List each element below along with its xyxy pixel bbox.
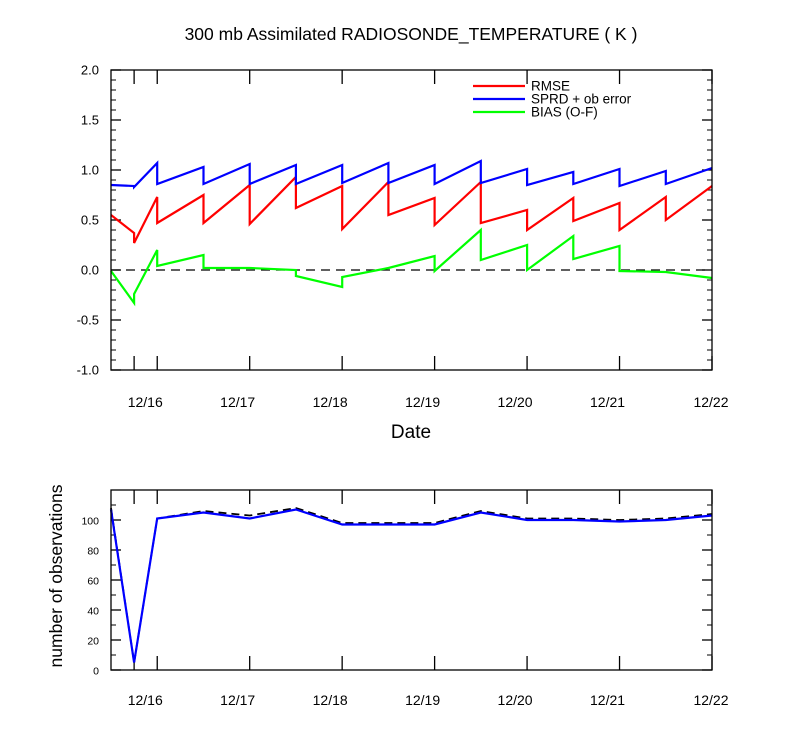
bias-rmse-spread-chart: 300 mb Assimilated RADIOSONDE_TEMPERATUR… [77,24,729,443]
legend-label: RMSE [531,79,570,94]
x-axis-label: Date [391,422,431,443]
bottom-y-tick-label: 40 [87,606,99,618]
top-x-tick-label: 12/16 [128,394,163,410]
bottom-y-tick-label: 80 [87,546,99,558]
chart-title: 300 mb Assimilated RADIOSONDE_TEMPERATUR… [185,24,638,45]
bottom-x-tick-label: 12/16 [128,692,163,708]
legend-label: BIAS (O-F) [531,105,598,120]
bottom-x-tick-label: 12/19 [405,692,440,708]
top-y-tick-label: -0.5 [77,313,99,328]
top-series-line-rmse [110,174,713,244]
top-x-tick-label: 12/17 [220,394,255,410]
bottom-x-tick-label: 12/18 [313,692,348,708]
bottom-y-tick-label: 20 [87,636,99,648]
top-x-tick-label: 12/21 [590,394,625,410]
top-y-tick-labels: -1.0 -0.5 0.0 0.5 1.0 1.5 2.0 [77,63,99,378]
top-tick-marks [111,69,713,371]
top-x-tick-label: 12/20 [498,394,533,410]
bottom-y-tick-labels: 0 20 40 60 80 100 [81,516,99,678]
bottom-tick-marks [111,489,713,671]
top-y-tick-label: 0.5 [81,213,99,228]
bottom-plot-frame [110,489,713,671]
bottom-series-lines [109,507,713,663]
legend-label: SPRD + ob error [531,92,632,107]
top-x-tick-labels: 12/16 12/17 12/18 12/19 12/20 12/21 12/22 [128,394,729,410]
top-series-line-bias-o-f [110,227,713,307]
top-series-lines [110,159,713,307]
bottom-x-tick-labels: 12/16 12/17 12/18 12/19 12/20 12/21 12/22 [128,692,729,708]
top-series-line-sprd-ob-error [110,159,713,190]
bottom-series-line-dashed [110,507,713,663]
bottom-x-tick-label: 12/21 [590,692,625,708]
bottom-x-tick-label: 12/17 [220,692,255,708]
bottom-y-tick-label: 60 [87,576,99,588]
top-x-tick-label: 12/22 [693,394,728,410]
bottom-x-tick-label: 12/20 [498,692,533,708]
top-x-tick-label: 12/18 [313,394,348,410]
top-y-tick-label: -1.0 [77,363,99,378]
top-plot-frame [110,69,713,371]
bottom-x-tick-label: 12/22 [693,692,728,708]
top-y-tick-label: 0.0 [81,263,99,278]
y-axis-label: number of observations [46,484,66,667]
top-y-tick-label: 1.0 [81,163,99,178]
top-y-tick-label: 2.0 [81,63,99,78]
top-y-tick-label: 1.5 [81,113,99,128]
bottom-series-line-solid [109,508,713,663]
bottom-y-tick-label: 100 [81,516,99,528]
top-x-tick-label: 12/19 [405,394,440,410]
bottom-y-tick-label: 0 [93,666,99,678]
